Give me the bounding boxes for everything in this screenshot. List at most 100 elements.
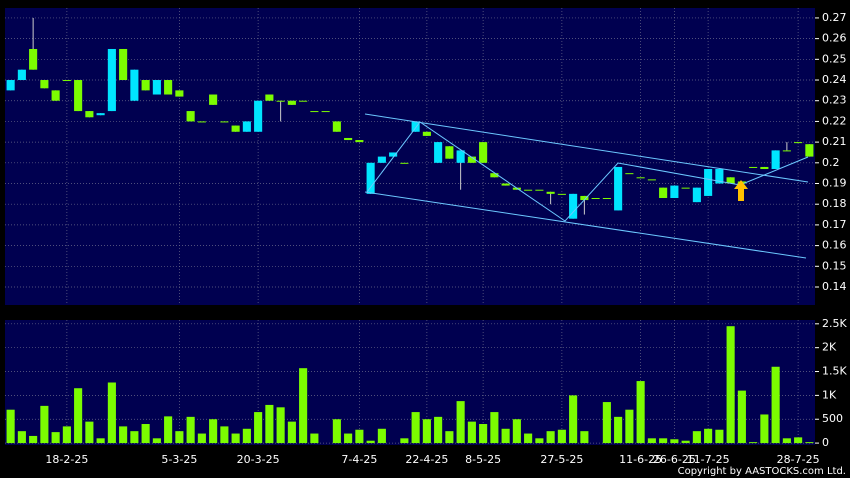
volume-bar [400, 438, 409, 444]
volume-bar [557, 429, 566, 444]
volume-bar [29, 435, 38, 444]
candle-body [794, 142, 803, 144]
candle-body [479, 142, 488, 163]
candle-body [344, 137, 353, 141]
candle-body [40, 80, 49, 89]
x-tick-label: 27-5-25 [540, 453, 583, 466]
candle-body [467, 156, 476, 163]
volume-bar [782, 438, 791, 444]
candle-body [625, 173, 634, 175]
y2-tick-label: 1K [822, 388, 837, 401]
candle-body [557, 193, 566, 195]
x-tick-label: 22-4-25 [405, 453, 448, 466]
candle-body [535, 189, 544, 191]
volume-bar [647, 438, 656, 444]
candle-body [6, 80, 15, 91]
volume-bar [254, 412, 263, 444]
volume-bar [220, 426, 229, 444]
volume-bar [355, 429, 364, 444]
volume-bar [760, 414, 769, 444]
candle-body [602, 197, 611, 199]
candle-body [130, 69, 139, 101]
channel-lower [364, 191, 807, 259]
candle-body [175, 90, 184, 97]
candle-body [377, 156, 386, 163]
grid: 0.14 0.15 0.16 0.17 0.18 0.19 0.2 0.21 0.22 0.23 0… [5, 8, 847, 466]
candle-body [400, 162, 409, 164]
volume-bar [366, 440, 375, 444]
volume-bar [141, 424, 150, 444]
candle-body [287, 100, 296, 105]
candle-body [490, 173, 499, 178]
channel-upper [364, 113, 809, 183]
y2-tick-label: 2.5K [822, 317, 847, 330]
x-tick-label: 28-7-25 [777, 453, 820, 466]
candle-body [524, 189, 533, 191]
candle-body [220, 121, 229, 123]
volume-bar [175, 431, 184, 444]
volume-bar [276, 407, 285, 444]
x-tick-label: 11-7-25 [687, 453, 730, 466]
y2-tick-label: 500 [822, 412, 843, 425]
volume-bar [614, 416, 623, 444]
candle-body [636, 177, 645, 179]
candle-body [231, 125, 240, 132]
candle-body [681, 187, 690, 189]
y-tick-label: 0.22 [822, 114, 847, 127]
volume-bar [636, 381, 645, 444]
volume-bar [490, 412, 499, 444]
x-tick-label: 7-4-25 [341, 453, 377, 466]
candle-body [85, 111, 94, 118]
candle-body [614, 166, 623, 211]
volume-bar [726, 326, 735, 444]
candle-body [389, 152, 398, 157]
candle-body [692, 187, 701, 203]
candle-body [422, 131, 431, 136]
volume-bar [130, 431, 139, 444]
x-tick-label: 26-6-25 [653, 453, 696, 466]
y-tick-label: 0.24 [822, 73, 847, 86]
y-tick-label: 0.25 [822, 52, 847, 65]
volume-bar [6, 409, 15, 444]
volume-bar [580, 431, 589, 444]
candle-body [749, 166, 758, 168]
candle-body [152, 80, 161, 95]
candle-body [254, 100, 263, 132]
volume-bar [715, 429, 724, 444]
volume-bar [681, 440, 690, 444]
volume-panel [5, 320, 815, 445]
candle-body [51, 90, 60, 101]
candle-body [186, 111, 195, 122]
candle-body [74, 80, 83, 112]
volume-bar [422, 419, 431, 444]
volume-bar [546, 431, 555, 444]
volume-bar [186, 416, 195, 444]
volume-bar [794, 437, 803, 444]
candle-body [546, 191, 555, 194]
y-tick-label: 0.17 [822, 218, 847, 231]
candle-body [501, 183, 510, 186]
candle-body [715, 169, 724, 184]
candle-body [782, 150, 791, 152]
volume-bar [310, 433, 319, 444]
volume-bar [344, 433, 353, 444]
candle-body [411, 121, 420, 132]
candle-body [265, 94, 274, 101]
volume-bar [209, 419, 218, 444]
candle-body [445, 146, 454, 159]
volume-bar [40, 405, 49, 444]
x-tick-label: 11-6-25 [619, 453, 662, 466]
volume-bar [569, 395, 578, 444]
candle-body [332, 121, 341, 132]
volume-bar [749, 442, 758, 444]
y2-tick-label: 2K [822, 341, 837, 354]
candle-body [242, 121, 251, 132]
volume-bar [512, 419, 521, 444]
volume-bar [805, 442, 814, 444]
candle-body [197, 121, 206, 123]
volume-bar [107, 382, 116, 444]
volume-bar [242, 428, 251, 444]
volume-bar [62, 426, 71, 444]
y-tick-label: 0.14 [822, 280, 847, 293]
